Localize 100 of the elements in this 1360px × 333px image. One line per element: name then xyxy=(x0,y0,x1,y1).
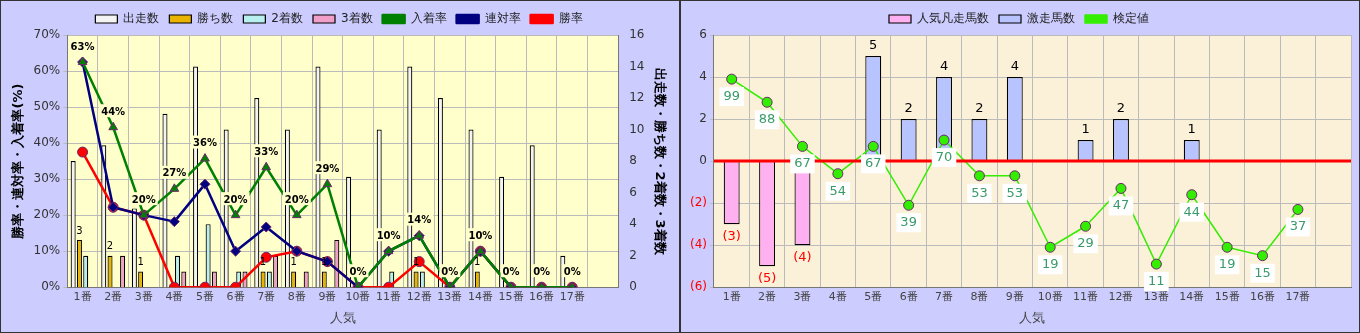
y-axis-title: 勝率・連対率・入着率(%) xyxy=(10,83,26,240)
y-tick-label: 0% xyxy=(41,279,61,294)
x-tick-label: 2番 xyxy=(758,289,777,303)
x-axis-title: 人気 xyxy=(329,309,356,325)
legend-label: 連対率 xyxy=(484,11,521,26)
x-tick-label: 8番 xyxy=(287,289,306,303)
data-label: (5) xyxy=(757,270,777,286)
legend-label: 検定値 xyxy=(1113,11,1149,26)
x-axis-title: 人気 xyxy=(1019,309,1046,325)
y2-tick-label: 4 xyxy=(629,216,637,231)
data-label: 11 xyxy=(1148,272,1165,288)
data-label: 1 xyxy=(290,256,297,268)
data-label: 2 xyxy=(904,99,913,115)
legend-label: 勝ち数 xyxy=(197,11,234,26)
x-tick-label: 12番 xyxy=(1108,289,1134,303)
data-label: 27% xyxy=(162,167,187,179)
data-label: 36% xyxy=(193,137,217,149)
x-tick-label: 10番 xyxy=(1037,289,1063,303)
x-tick-label: 14番 xyxy=(1179,289,1205,303)
y-tick-label: 10% xyxy=(33,243,61,258)
x-tick-label: 12番 xyxy=(406,289,432,303)
x-tick-label: 15番 xyxy=(498,289,524,303)
data-label: 10% xyxy=(376,229,401,241)
x-tick-label: 6番 xyxy=(226,289,245,303)
y2-tick-label: 10 xyxy=(629,121,645,136)
data-label: 19 xyxy=(1041,256,1059,272)
data-label: 44 xyxy=(1183,203,1201,219)
y-tick-label: 40% xyxy=(33,135,61,150)
data-label: 20% xyxy=(223,193,248,205)
x-tick-label: 16番 xyxy=(1250,289,1276,303)
data-label: 15 xyxy=(1254,264,1271,280)
x-tick-label: 14番 xyxy=(467,289,493,303)
data-label: 0% xyxy=(349,265,367,277)
data-label: 0% xyxy=(533,265,551,277)
legend-label: 激走馬数 xyxy=(1027,11,1075,26)
data-label: 33% xyxy=(254,145,279,157)
x-tick-label: 11番 xyxy=(1073,289,1099,303)
x-tick-label: 9番 xyxy=(1005,289,1024,303)
data-label: 53 xyxy=(971,184,988,200)
x-tick-label: 7番 xyxy=(257,289,276,303)
y-tick-label: (6) xyxy=(690,279,707,294)
legend-label: 3着数 xyxy=(341,11,373,26)
x-tick-label: 16番 xyxy=(529,289,555,303)
data-label: 1 xyxy=(412,256,420,268)
y-tick-label: (4) xyxy=(690,237,707,252)
y2-axis-title: 出走数・勝ち数・2着数・3着数 xyxy=(652,67,668,256)
x-tick-label: 6番 xyxy=(899,289,918,303)
legend-label: 出走数 xyxy=(123,11,160,26)
data-label: 20% xyxy=(284,193,309,205)
data-label: 1 xyxy=(1187,120,1196,136)
data-label: 3 xyxy=(76,224,83,236)
y2-tick-label: 12 xyxy=(629,90,645,105)
x-tick-label: 15番 xyxy=(1214,289,1240,303)
data-label: 0% xyxy=(563,265,581,277)
y-tick-label: 2 xyxy=(699,111,707,126)
x-tick-label: 3番 xyxy=(793,289,812,303)
y2-tick-label: 2 xyxy=(629,247,637,262)
data-label: 63% xyxy=(70,40,95,52)
data-label: 0% xyxy=(441,265,459,277)
data-label: 99 xyxy=(723,88,740,104)
x-tick-label: 4番 xyxy=(828,289,847,303)
x-tick-label: 13番 xyxy=(437,289,463,303)
y-tick-label: 4 xyxy=(699,69,707,84)
data-label: 29% xyxy=(315,162,340,174)
x-tick-label: 1番 xyxy=(73,289,92,303)
data-label: 0% xyxy=(502,265,520,277)
y-tick-label: 70% xyxy=(33,27,61,42)
data-label: 10% xyxy=(468,229,493,241)
y-tick-label: 20% xyxy=(33,207,61,222)
data-label: 29 xyxy=(1077,235,1094,251)
data-label: 67 xyxy=(794,155,811,171)
x-tick-label: 5番 xyxy=(864,289,883,303)
x-tick-label: 5番 xyxy=(195,289,214,303)
y2-tick-label: 0 xyxy=(629,279,637,294)
data-label: 20% xyxy=(131,193,156,205)
data-label: 53 xyxy=(1006,184,1024,200)
data-label: 70 xyxy=(935,148,953,164)
data-label: 5 xyxy=(869,36,878,52)
data-label: 44% xyxy=(101,105,126,117)
data-label: 1 xyxy=(321,256,328,268)
y-tick-label: (2) xyxy=(690,195,707,210)
data-label: 1 xyxy=(474,256,481,268)
legend-label: 2着数 xyxy=(271,11,304,26)
y-tick-label: 6 xyxy=(699,27,707,42)
data-label: 54 xyxy=(829,182,847,198)
y-tick-label: 0 xyxy=(699,153,707,168)
x-tick-label: 9番 xyxy=(318,289,337,303)
data-label: 37 xyxy=(1289,218,1307,234)
y2-tick-label: 8 xyxy=(629,153,637,168)
x-tick-label: 3番 xyxy=(134,289,153,303)
data-label: (3) xyxy=(722,228,741,244)
x-tick-label: 7番 xyxy=(935,289,954,303)
x-tick-label: 8番 xyxy=(970,289,989,303)
data-label: 4 xyxy=(939,57,949,73)
y-tick-label: 30% xyxy=(33,171,61,186)
data-label: (4) xyxy=(793,249,812,265)
y2-tick-label: 14 xyxy=(629,58,645,73)
y2-tick-label: 6 xyxy=(629,184,637,199)
y-tick-label: 50% xyxy=(33,99,61,114)
data-label: 2 xyxy=(1116,99,1126,115)
